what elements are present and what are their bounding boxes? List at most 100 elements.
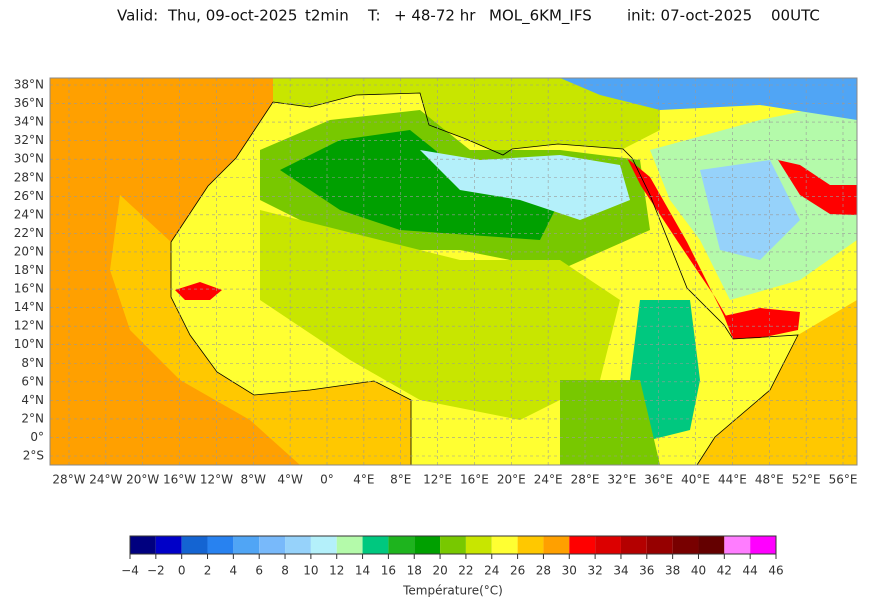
colorbar-tick-label: 22: [458, 564, 473, 578]
atlantic: [50, 78, 411, 465]
egypt-desert: [420, 150, 630, 220]
colorbar-swatch: [285, 536, 311, 554]
lon-label: 36°E: [644, 473, 673, 487]
colorbar-swatch: [724, 536, 751, 554]
colorbar-swatch: [336, 536, 363, 554]
temperature-field: [50, 78, 857, 465]
colorbar-swatch: [388, 536, 415, 554]
valid-date: Thu, 09-oct-2025: [167, 7, 297, 25]
lat-label: 6°N: [21, 374, 44, 388]
lon-label: 40°E: [681, 473, 710, 487]
colorbar-tick-label: 6: [255, 564, 263, 578]
range-label: T:: [367, 7, 381, 25]
colorbar-tick-label: 14: [355, 564, 370, 578]
colorbar-tick-label: −2: [147, 564, 165, 578]
colorbar-swatch: [595, 536, 621, 554]
lat-label: 2°N: [21, 411, 44, 425]
colorbar-swatch: [672, 536, 699, 554]
lon-label: 56°E: [829, 473, 858, 487]
colorbar-swatch: [181, 536, 208, 554]
lat-label: 18°N: [14, 263, 44, 277]
senegal-hot: [175, 282, 222, 300]
lon-label: 0°: [320, 473, 334, 487]
lon-label: 16°E: [460, 473, 489, 487]
run: 00UTC: [771, 7, 820, 25]
model: MOL_6KM_IFS: [489, 7, 592, 26]
colorbar-swatch: [491, 536, 518, 554]
indian-ocean: [697, 300, 857, 465]
persian-gulf: [778, 160, 857, 215]
colorbar-tick-label: 10: [303, 564, 318, 578]
colorbar-tick-label: 38: [665, 564, 680, 578]
lon-label: 16°W: [163, 473, 196, 487]
lon-label: 48°E: [755, 473, 784, 487]
colorbar-swatch: [259, 536, 286, 554]
range: + 48-72 hr: [394, 7, 476, 25]
anatolia: [560, 78, 857, 120]
colorbar-tick-label: 42: [717, 564, 732, 578]
colorbar-swatch: [698, 536, 725, 554]
lat-label: 24°N: [14, 207, 44, 221]
colorbar-tick-label: 16: [381, 564, 396, 578]
colorbar-tick-label: 40: [691, 564, 706, 578]
lat-label: 4°N: [21, 393, 44, 407]
lat-label: 20°N: [14, 244, 44, 258]
colorbar-swatch: [440, 536, 466, 554]
colorbar-tick-label: 4: [230, 564, 238, 578]
colorbar-swatch: [569, 536, 596, 554]
lon-label: 12°W: [200, 473, 233, 487]
lon-label: 20°W: [126, 473, 159, 487]
colorbar-swatch: [233, 536, 260, 554]
init: init: 07-oct-2025: [627, 7, 752, 25]
lon-label: 24°W: [89, 473, 122, 487]
lat-label: 22°N: [14, 226, 44, 240]
colorbar-swatch: [310, 536, 337, 554]
colorbar-tick-label: 30: [562, 564, 577, 578]
variable: t2min: [305, 7, 349, 25]
atlantic-coastal: [110, 195, 411, 465]
sahel-green: [260, 210, 620, 420]
lat-labels: 38°N 36°N 34°N 32°N 30°N 28°N 26°N 24°N 22°N 20°N…: [14, 78, 44, 463]
colorbar-tick-label: 26: [510, 564, 525, 578]
coastline: [272, 92, 799, 465]
lat-label: 34°N: [14, 115, 44, 129]
colorbar-tick-label: 34: [613, 564, 628, 578]
mediterranean: [273, 78, 660, 155]
lat-label: 26°N: [14, 189, 44, 203]
lat-label: 12°N: [14, 319, 44, 333]
lat-label: 36°N: [14, 96, 44, 110]
lon-label: 4°E: [353, 473, 374, 487]
arabia-interior: [700, 160, 800, 260]
lat-label: 16°N: [14, 282, 44, 296]
lat-label: 0°: [30, 430, 44, 444]
lon-label: 8°W: [241, 473, 267, 487]
header: Valid: Thu, 09-oct-2025 t2min T: + 48-72…: [117, 7, 820, 26]
colorbar-tick-label: −4: [121, 564, 139, 578]
colorbar-tick-label: 32: [587, 564, 602, 578]
colorbar-frame: [129, 535, 777, 555]
colorbar-tick-label: 44: [743, 564, 758, 578]
colorbar-tick-label: 2: [204, 564, 212, 578]
colorbar-tick-label: 20: [432, 564, 447, 578]
lon-label: 44°E: [718, 473, 747, 487]
colorbar-swatch: [543, 536, 570, 554]
colorbar-swatch: [155, 536, 182, 554]
red-sea: [627, 158, 729, 321]
lon-label: 28°E: [571, 473, 600, 487]
lon-label: 12°E: [423, 473, 452, 487]
coastline: [170, 101, 412, 465]
colorbar-swatch: [620, 536, 647, 554]
lat-label: 10°N: [14, 337, 44, 351]
colorbar-swatch: [362, 536, 389, 554]
colorbar-swatch: [750, 536, 776, 554]
congo-basin: [560, 380, 660, 465]
colorbar-swatch: [207, 536, 234, 554]
lon-label: 32°E: [607, 473, 636, 487]
lat-label: 14°N: [14, 300, 44, 314]
colorbar-tick-label: 46: [768, 564, 783, 578]
lat-label: 2°S: [23, 449, 44, 463]
colorbar-tick-label: 18: [407, 564, 422, 578]
lon-label: 24°E: [534, 473, 563, 487]
